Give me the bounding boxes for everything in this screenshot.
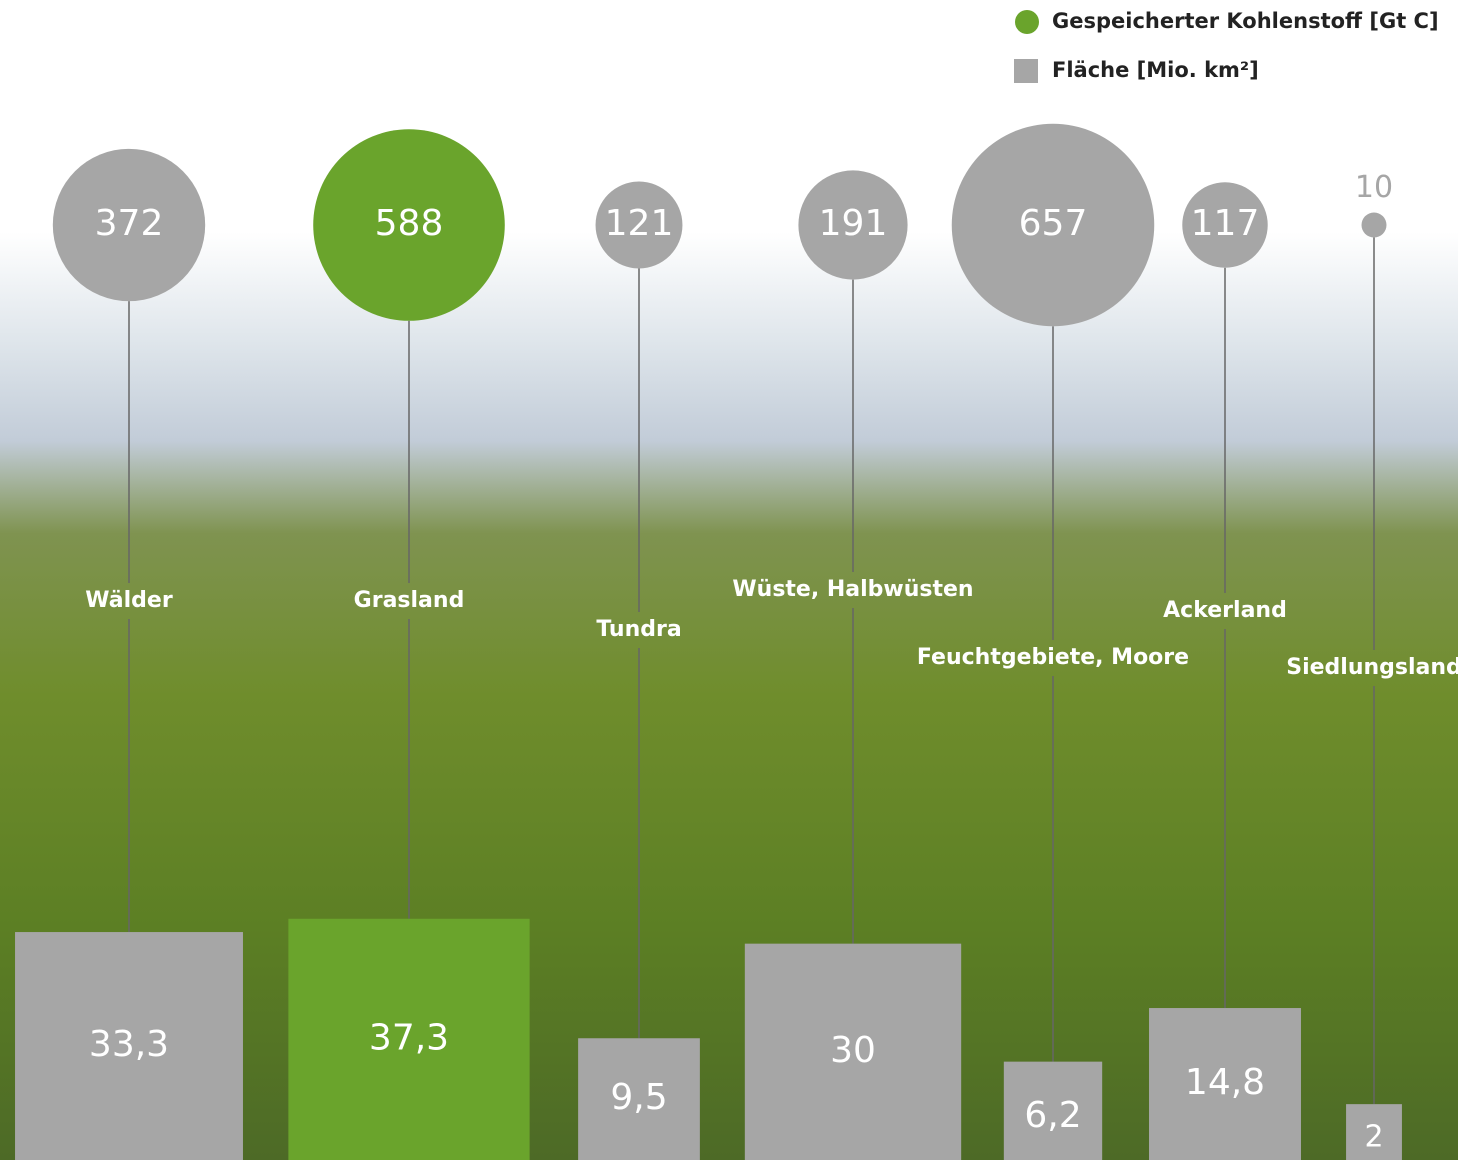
category-label: Feuchtgebiete, Moore	[917, 645, 1189, 670]
area-label: 37,3	[369, 1017, 449, 1058]
category-label: Wüste, Halbwüsten	[732, 577, 973, 602]
area-label: 33,3	[89, 1024, 169, 1065]
category-label: Siedlungsland	[1286, 655, 1458, 680]
area-label: 6,2	[1024, 1095, 1081, 1136]
category-label: Tundra	[596, 617, 681, 642]
category-label: Grasland	[354, 588, 465, 613]
category-label: Wälder	[85, 588, 173, 613]
legend-swatch	[1014, 59, 1038, 83]
carbon-label: 657	[1019, 203, 1088, 244]
carbon-label: 372	[95, 203, 164, 244]
legend-label: Gespeicherter Kohlenstoff [Gt C]	[1052, 9, 1439, 33]
carbon-label: 191	[819, 203, 888, 244]
legend-label: Fläche [Mio. km²]	[1052, 58, 1259, 82]
chart: Gespeicherter Kohlenstoff [Gt C] Fläche …	[0, 0, 1458, 1160]
area-label: 9,5	[610, 1077, 667, 1118]
area-label: 2	[1364, 1120, 1383, 1155]
carbon-label: 588	[375, 203, 444, 244]
legend-swatch	[1015, 10, 1039, 34]
page: {"chart_data": {"type": "bubble-square",…	[0, 0, 1458, 1160]
area-label: 14,8	[1185, 1062, 1265, 1103]
carbon-label: 121	[605, 203, 674, 244]
carbon-label: 117	[1191, 203, 1260, 244]
carbon-label: 10	[1355, 170, 1393, 205]
category-label: Ackerland	[1163, 598, 1287, 623]
area-label: 30	[830, 1030, 876, 1071]
carbon-bubble	[1362, 213, 1387, 238]
